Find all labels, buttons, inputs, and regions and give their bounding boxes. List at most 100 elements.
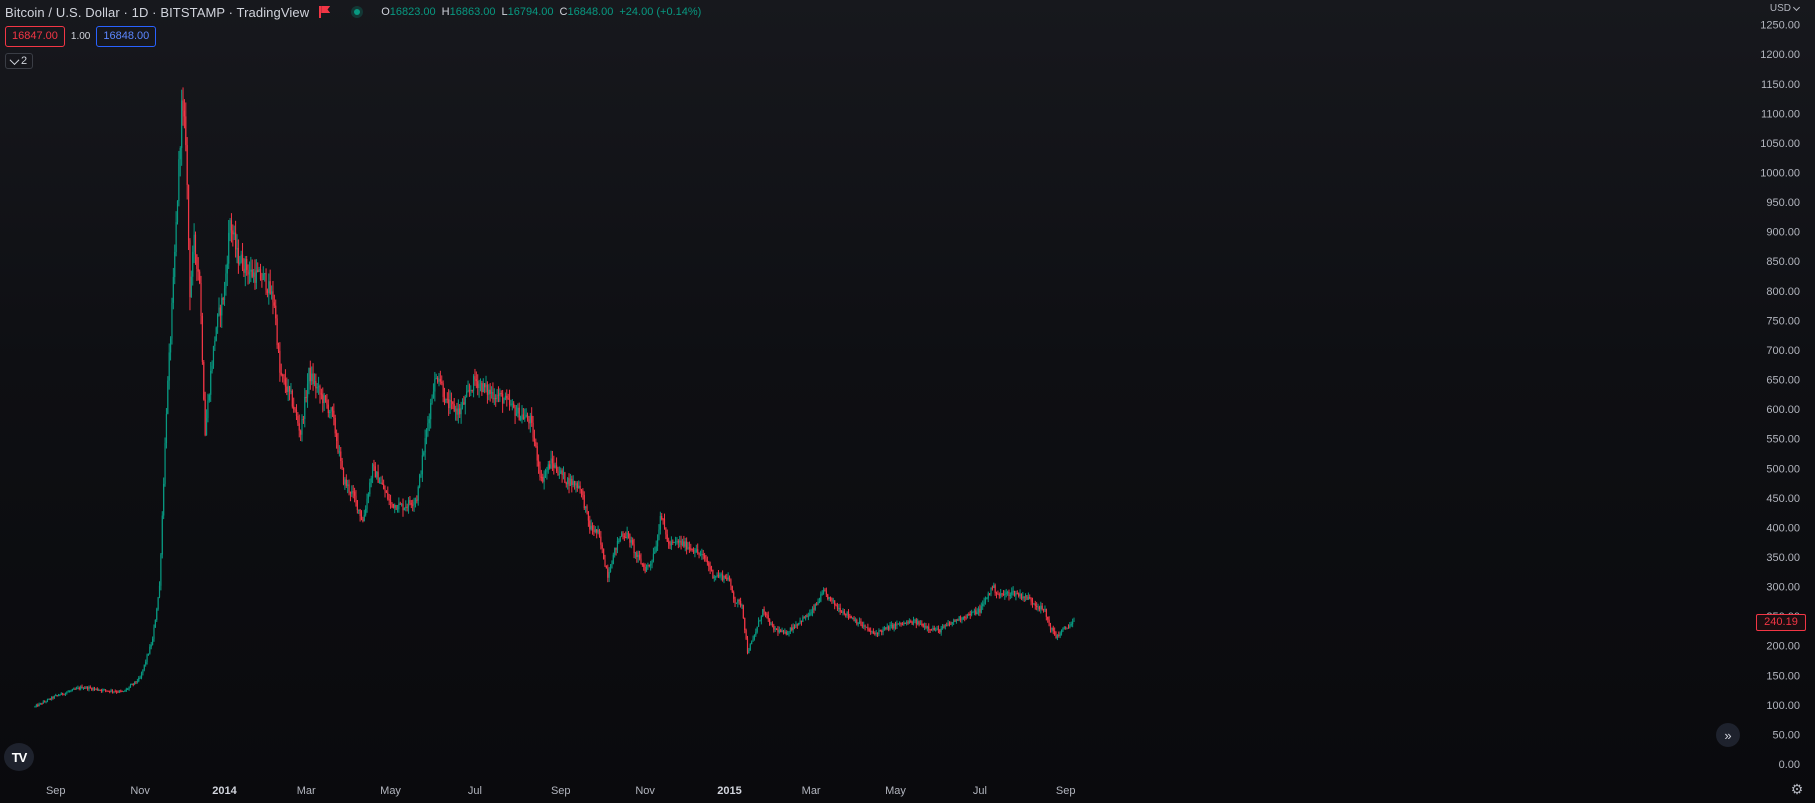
symbol-title[interactable]: Bitcoin / U.S. Dollar · 1D · BITSTAMP · …: [5, 4, 310, 20]
candle-body: [955, 619, 958, 622]
candle-body: [304, 396, 306, 420]
candle-body: [709, 566, 711, 570]
candle-body: [300, 430, 302, 435]
candle-body: [727, 577, 729, 580]
candle-body: [697, 549, 699, 553]
candle-body: [410, 503, 412, 505]
price-tick-label: 400.00: [1766, 522, 1800, 534]
currency-selector[interactable]: USD: [1770, 3, 1801, 14]
candle-body: [950, 623, 952, 625]
chevron-down-icon: [9, 54, 20, 65]
candle-body: [210, 370, 212, 395]
candle-body: [520, 416, 522, 420]
candle-body: [562, 472, 565, 475]
candle-body: [395, 504, 397, 510]
candle-body: [196, 254, 198, 270]
candle-body: [655, 546, 657, 552]
candle-body: [514, 407, 516, 416]
candle-body: [737, 600, 739, 603]
candle-body: [384, 489, 386, 492]
candle-body: [670, 541, 673, 546]
candle-body: [381, 482, 383, 485]
candle-body: [865, 626, 868, 628]
candle-body: [338, 451, 340, 453]
candle-body: [139, 677, 141, 679]
candle-body: [921, 623, 923, 625]
candle-body: [486, 384, 489, 395]
scroll-to-realtime-button[interactable]: »: [1716, 723, 1740, 747]
candle-body: [322, 394, 324, 404]
buy-button[interactable]: 16848.00: [96, 26, 157, 47]
candle-body: [315, 380, 317, 389]
candle-body: [766, 613, 768, 616]
candle-body: [258, 269, 260, 272]
candle-body: [680, 540, 682, 545]
candle-body: [582, 490, 584, 496]
candle-body: [616, 541, 619, 550]
candle-body: [629, 533, 631, 543]
candle-body: [565, 482, 567, 485]
candle-body: [930, 629, 933, 631]
candle-body: [684, 541, 686, 547]
candle-body: [421, 455, 423, 475]
candle-body: [647, 564, 649, 567]
candle-body: [138, 677, 140, 682]
ohlc-readout: O16823.00 H16863.00 L16794.00 C16848.00 …: [381, 6, 702, 18]
candle-body: [511, 403, 513, 405]
price-tick-label: 1200.00: [1760, 49, 1800, 61]
price-tick-label: 1250.00: [1760, 20, 1800, 32]
candle-body: [666, 534, 668, 542]
last-price-label: 240.19: [1756, 614, 1806, 631]
candle-body: [259, 269, 262, 280]
candle-body: [728, 577, 731, 580]
market-status-icon[interactable]: [351, 6, 364, 18]
candle-body: [755, 631, 757, 636]
candle-body: [336, 433, 338, 442]
candle-body: [586, 506, 588, 512]
candle-body: [302, 418, 304, 420]
flag-icon[interactable]: [319, 6, 329, 18]
trade-buttons: 16847.00 1.00 16848.00: [5, 26, 157, 47]
candle-body: [158, 585, 161, 598]
candle-body: [252, 272, 255, 277]
settings-gear-icon[interactable]: ⚙: [1790, 781, 1804, 797]
candle-body: [1008, 592, 1010, 596]
candle-body: [1001, 593, 1003, 595]
candle-body: [1030, 598, 1032, 602]
candle-body: [378, 482, 381, 484]
candle-body: [608, 571, 610, 578]
sell-button[interactable]: 16847.00: [5, 26, 65, 47]
candle-body: [165, 413, 168, 444]
candle-body: [925, 625, 927, 629]
candle-body: [219, 307, 221, 316]
candle-body: [1029, 597, 1031, 599]
candle-body: [380, 482, 382, 484]
candle-body: [438, 378, 440, 382]
candle-body: [63, 694, 65, 696]
candle-body: [100, 689, 103, 691]
candle-body: [669, 543, 671, 546]
candle-body: [951, 621, 953, 624]
tradingview-logo-icon[interactable]: TV: [4, 743, 34, 771]
candle-body: [799, 620, 801, 623]
candle-body: [442, 383, 444, 397]
candle-body: [739, 601, 742, 606]
price-axis: 1250.00 1200.00 1150.00 1100.00 1050.00 1000.…: [1760, 20, 1800, 771]
candle-body: [555, 465, 558, 472]
indicators-toggle[interactable]: 2: [5, 53, 34, 69]
candle-body: [748, 650, 750, 654]
candle-body: [254, 272, 256, 283]
candle-body: [419, 475, 421, 487]
candle-body: [355, 495, 357, 501]
candle-body: [199, 271, 201, 283]
candle-body: [781, 630, 783, 633]
candle-body: [715, 576, 717, 578]
candle-body: [770, 623, 772, 625]
candle-body: [935, 629, 937, 631]
candle-body: [402, 504, 404, 511]
candle-body: [409, 500, 411, 504]
candle-body: [706, 560, 708, 563]
candle-body: [128, 687, 130, 689]
candle-body: [1051, 627, 1053, 630]
